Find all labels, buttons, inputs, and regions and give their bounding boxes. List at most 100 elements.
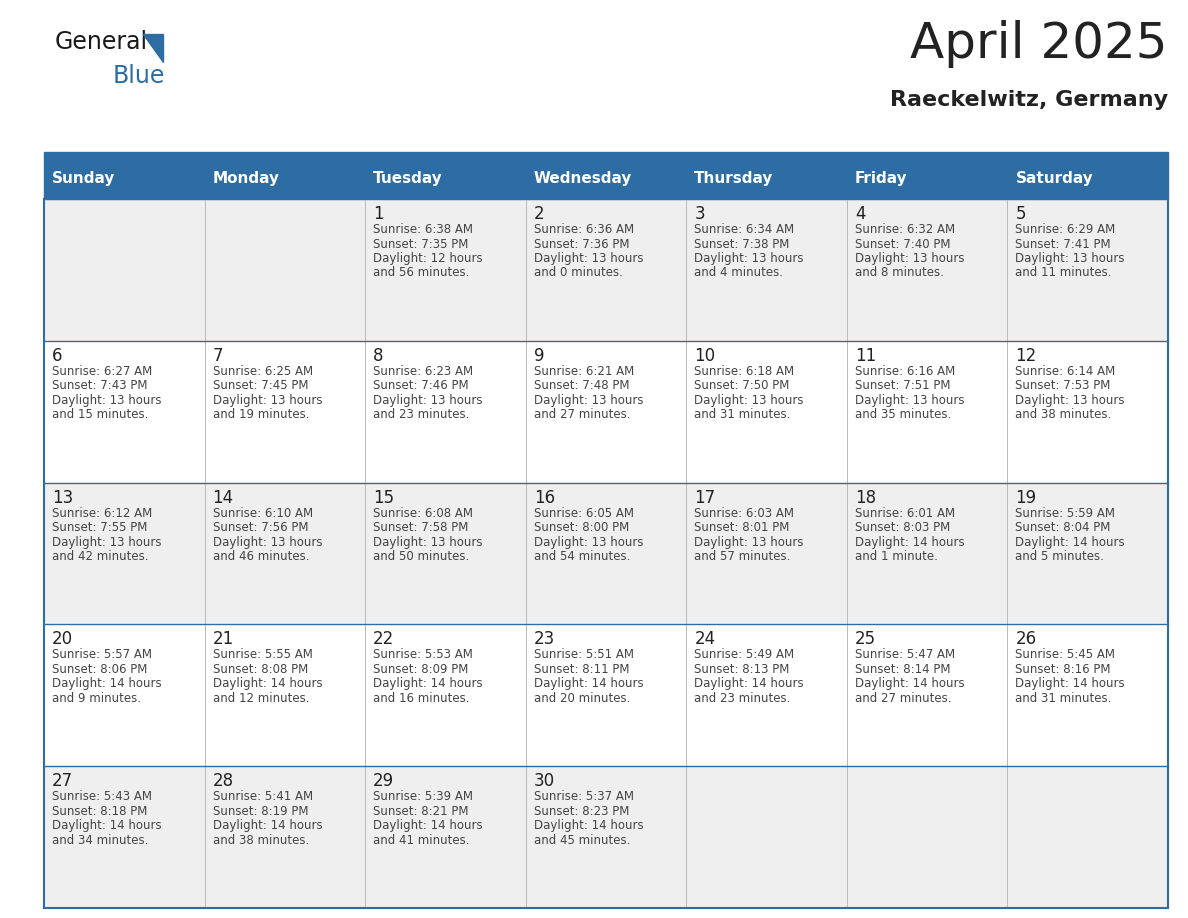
Text: 24: 24	[694, 631, 715, 648]
Text: Sunset: 8:21 PM: Sunset: 8:21 PM	[373, 805, 468, 818]
Bar	[44, 157, 1168, 199]
Text: Sunset: 7:35 PM: Sunset: 7:35 PM	[373, 238, 468, 251]
Text: 13: 13	[52, 488, 74, 507]
Text: Sunrise: 5:51 AM: Sunrise: 5:51 AM	[533, 648, 633, 661]
Text: Sunrise: 6:38 AM: Sunrise: 6:38 AM	[373, 223, 473, 236]
Text: and 41 minutes.: and 41 minutes.	[373, 834, 469, 846]
Text: Blue: Blue	[113, 64, 165, 88]
Text: Sunrise: 6:25 AM: Sunrise: 6:25 AM	[213, 364, 312, 378]
Text: Sunset: 7:36 PM: Sunset: 7:36 PM	[533, 238, 630, 251]
Text: and 9 minutes.: and 9 minutes.	[52, 692, 141, 705]
Text: Sunrise: 5:53 AM: Sunrise: 5:53 AM	[373, 648, 473, 661]
Text: Raeckelwitz, Germany: Raeckelwitz, Germany	[890, 90, 1168, 110]
Text: Sunrise: 6:14 AM: Sunrise: 6:14 AM	[1016, 364, 1116, 378]
Text: Monday: Monday	[213, 171, 279, 185]
Text: Sunrise: 5:55 AM: Sunrise: 5:55 AM	[213, 648, 312, 661]
Text: Daylight: 13 hours: Daylight: 13 hours	[213, 394, 322, 407]
Text: Sunrise: 5:41 AM: Sunrise: 5:41 AM	[213, 790, 312, 803]
Text: Sunrise: 6:10 AM: Sunrise: 6:10 AM	[213, 507, 312, 520]
Text: Sunset: 7:58 PM: Sunset: 7:58 PM	[373, 521, 468, 534]
Text: Sunrise: 5:43 AM: Sunrise: 5:43 AM	[52, 790, 152, 803]
Text: and 38 minutes.: and 38 minutes.	[213, 834, 309, 846]
Text: 3: 3	[694, 205, 704, 223]
Text: Wednesday: Wednesday	[533, 171, 632, 185]
Text: Sunrise: 6:23 AM: Sunrise: 6:23 AM	[373, 364, 473, 378]
Text: 19: 19	[1016, 488, 1037, 507]
Text: 30: 30	[533, 772, 555, 790]
Text: Daylight: 13 hours: Daylight: 13 hours	[694, 252, 804, 265]
Text: and 5 minutes.: and 5 minutes.	[1016, 550, 1105, 563]
Text: and 23 minutes.: and 23 minutes.	[694, 692, 791, 705]
Text: and 50 minutes.: and 50 minutes.	[373, 550, 469, 563]
Text: and 31 minutes.: and 31 minutes.	[694, 409, 791, 421]
Text: 7: 7	[213, 347, 223, 364]
Text: Daylight: 13 hours: Daylight: 13 hours	[533, 252, 643, 265]
Text: 22: 22	[373, 631, 394, 648]
Text: Sunset: 8:01 PM: Sunset: 8:01 PM	[694, 521, 790, 534]
Text: Thursday: Thursday	[694, 171, 773, 185]
Text: 11: 11	[855, 347, 876, 364]
Text: 6: 6	[52, 347, 63, 364]
Text: and 4 minutes.: and 4 minutes.	[694, 266, 783, 279]
Text: Daylight: 13 hours: Daylight: 13 hours	[855, 394, 965, 407]
Text: Daylight: 14 hours: Daylight: 14 hours	[52, 819, 162, 833]
Text: Sunset: 7:50 PM: Sunset: 7:50 PM	[694, 379, 790, 392]
Text: 20: 20	[52, 631, 74, 648]
Text: April 2025: April 2025	[910, 20, 1168, 68]
Text: Sunrise: 5:57 AM: Sunrise: 5:57 AM	[52, 648, 152, 661]
Text: 4: 4	[855, 205, 865, 223]
Text: Sunset: 8:09 PM: Sunset: 8:09 PM	[373, 663, 468, 676]
Text: Daylight: 13 hours: Daylight: 13 hours	[694, 535, 804, 549]
Text: and 56 minutes.: and 56 minutes.	[373, 266, 469, 279]
Text: Sunrise: 6:29 AM: Sunrise: 6:29 AM	[1016, 223, 1116, 236]
Text: 17: 17	[694, 488, 715, 507]
Text: Sunset: 8:06 PM: Sunset: 8:06 PM	[52, 663, 147, 676]
Text: Sunrise: 6:34 AM: Sunrise: 6:34 AM	[694, 223, 795, 236]
Text: and 23 minutes.: and 23 minutes.	[373, 409, 469, 421]
Text: 9: 9	[533, 347, 544, 364]
Text: Sunset: 7:48 PM: Sunset: 7:48 PM	[533, 379, 630, 392]
Text: Daylight: 14 hours: Daylight: 14 hours	[533, 819, 644, 833]
Text: and 34 minutes.: and 34 minutes.	[52, 834, 148, 846]
Text: Sunrise: 6:08 AM: Sunrise: 6:08 AM	[373, 507, 473, 520]
Text: Daylight: 13 hours: Daylight: 13 hours	[1016, 394, 1125, 407]
Text: Sunrise: 6:32 AM: Sunrise: 6:32 AM	[855, 223, 955, 236]
Text: Daylight: 13 hours: Daylight: 13 hours	[373, 394, 482, 407]
Text: and 11 minutes.: and 11 minutes.	[1016, 266, 1112, 279]
Text: and 16 minutes.: and 16 minutes.	[373, 692, 469, 705]
Text: Daylight: 14 hours: Daylight: 14 hours	[694, 677, 804, 690]
Text: Daylight: 13 hours: Daylight: 13 hours	[52, 394, 162, 407]
Text: 18: 18	[855, 488, 876, 507]
Text: and 46 minutes.: and 46 minutes.	[213, 550, 309, 563]
Text: Sunrise: 5:37 AM: Sunrise: 5:37 AM	[533, 790, 633, 803]
Text: Daylight: 14 hours: Daylight: 14 hours	[533, 677, 644, 690]
Text: Saturday: Saturday	[1016, 171, 1093, 185]
Text: 15: 15	[373, 488, 394, 507]
Polygon shape	[143, 34, 163, 62]
Text: 25: 25	[855, 631, 876, 648]
Text: Sunday: Sunday	[52, 171, 115, 185]
Text: Sunset: 7:46 PM: Sunset: 7:46 PM	[373, 379, 469, 392]
Bar	[44, 152, 1168, 157]
Text: Daylight: 13 hours: Daylight: 13 hours	[373, 535, 482, 549]
Text: Sunset: 7:41 PM: Sunset: 7:41 PM	[1016, 238, 1111, 251]
Text: Daylight: 14 hours: Daylight: 14 hours	[855, 535, 965, 549]
Text: and 45 minutes.: and 45 minutes.	[533, 834, 630, 846]
Text: Sunset: 8:11 PM: Sunset: 8:11 PM	[533, 663, 630, 676]
Text: Sunset: 7:56 PM: Sunset: 7:56 PM	[213, 521, 308, 534]
Text: 1: 1	[373, 205, 384, 223]
Text: Daylight: 14 hours: Daylight: 14 hours	[373, 819, 482, 833]
Text: Daylight: 13 hours: Daylight: 13 hours	[533, 535, 643, 549]
Text: Daylight: 14 hours: Daylight: 14 hours	[373, 677, 482, 690]
Text: and 54 minutes.: and 54 minutes.	[533, 550, 630, 563]
Text: Sunset: 8:08 PM: Sunset: 8:08 PM	[213, 663, 308, 676]
Bar	[44, 199, 1168, 341]
Text: Daylight: 14 hours: Daylight: 14 hours	[855, 677, 965, 690]
Text: and 12 minutes.: and 12 minutes.	[213, 692, 309, 705]
Text: 21: 21	[213, 631, 234, 648]
Text: Sunset: 8:04 PM: Sunset: 8:04 PM	[1016, 521, 1111, 534]
Bar	[44, 767, 1168, 908]
Text: 14: 14	[213, 488, 234, 507]
Text: Daylight: 14 hours: Daylight: 14 hours	[213, 677, 322, 690]
Text: Sunrise: 5:39 AM: Sunrise: 5:39 AM	[373, 790, 473, 803]
